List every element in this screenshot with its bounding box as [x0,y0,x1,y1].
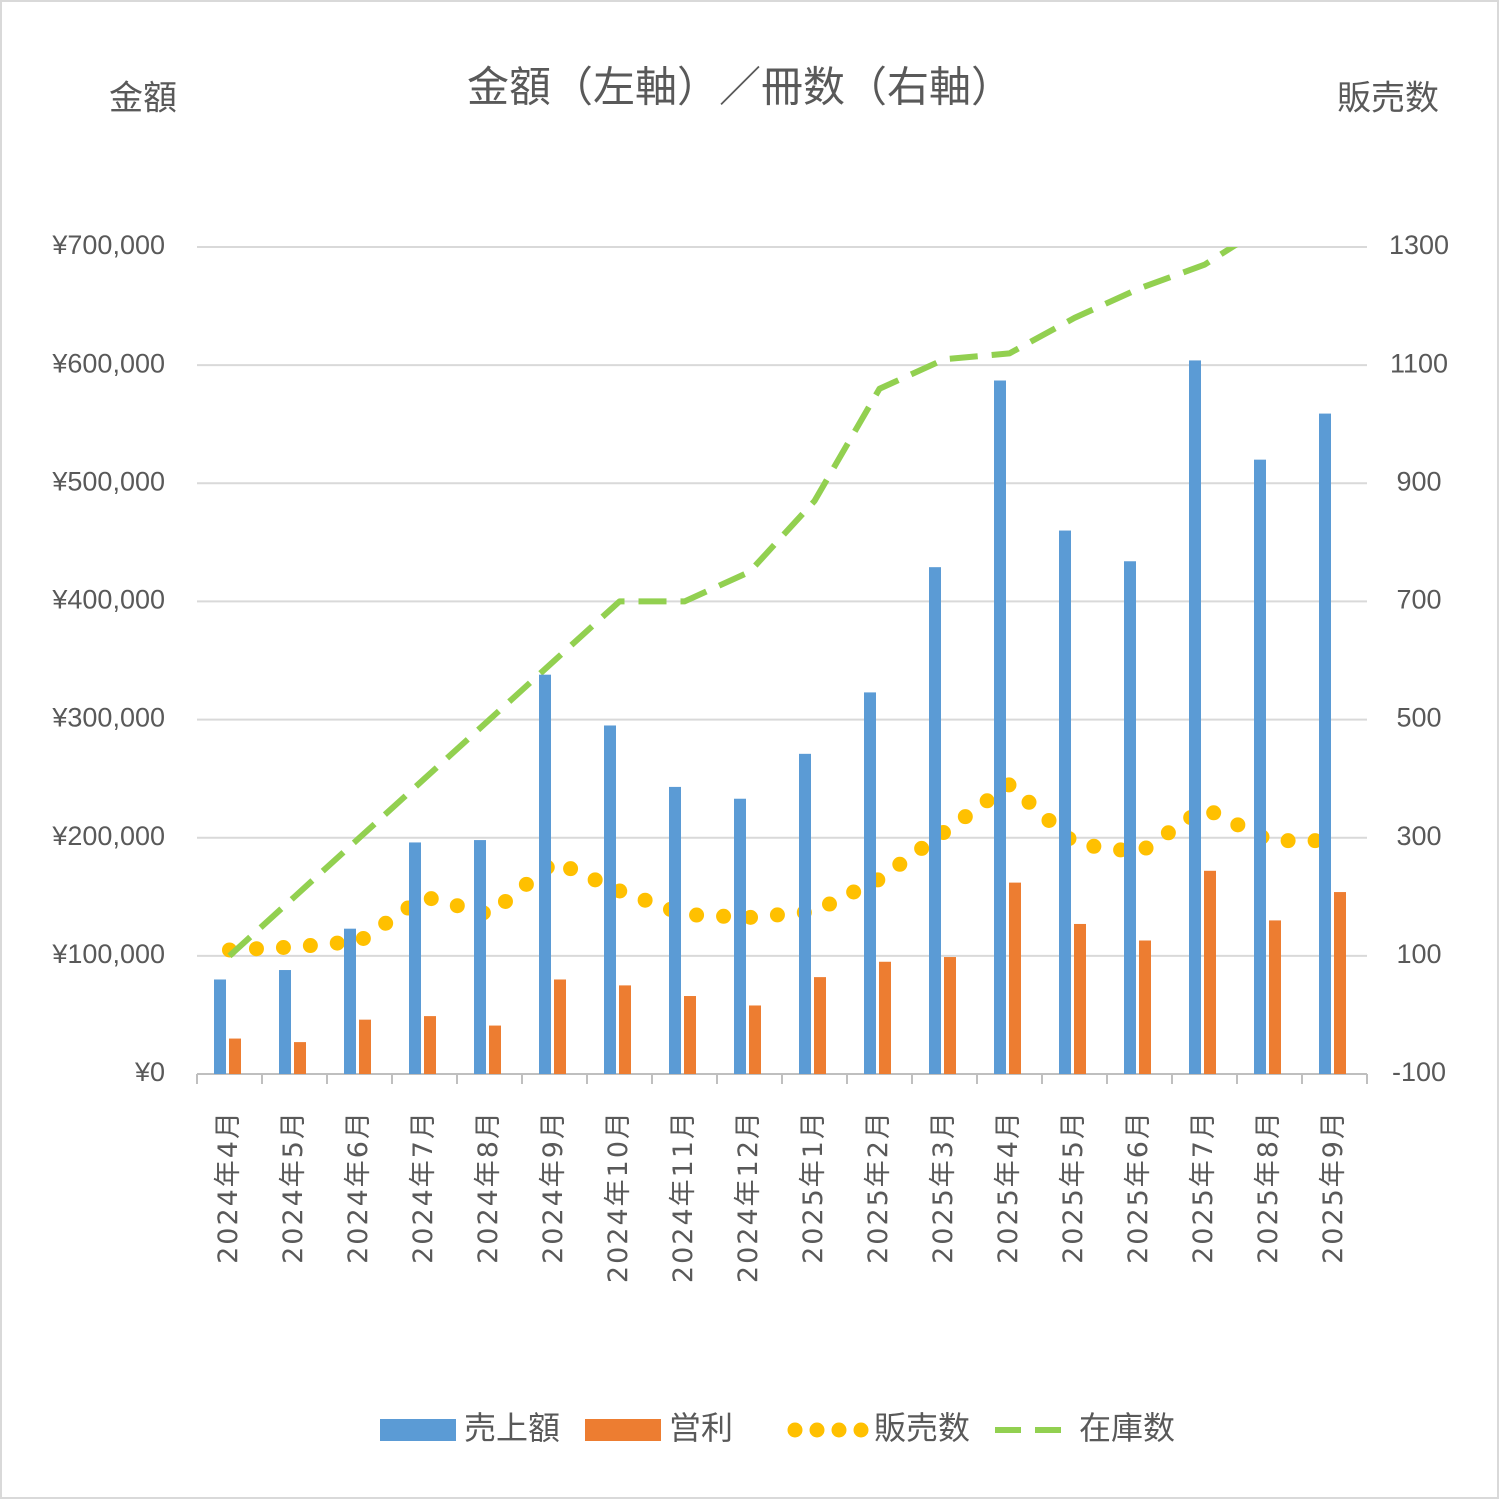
x-tick-label: 2024年6月 [343,1110,374,1264]
x-tick-label: 2025年9月 [1318,1110,1349,1264]
bar [929,567,941,1074]
bar [944,957,956,1074]
y-tick-label: ¥400,000 [51,585,165,615]
bar [1204,870,1216,1074]
y-tick-label: ¥700,000 [51,230,165,260]
y-tick-label: ¥500,000 [51,466,165,496]
bar [1334,892,1346,1074]
legend-swatch [585,1419,661,1441]
bar [734,798,746,1074]
bar [279,970,291,1074]
x-tick-label: 2025年8月 [1253,1110,1284,1264]
x-tick-label: 2024年9月 [538,1110,569,1264]
bar [294,1042,306,1074]
legend-swatch [380,1419,456,1441]
x-tick-label: 2025年1月 [798,1110,829,1264]
legend-label: 在庫数 [1079,1409,1175,1447]
bar [1319,413,1331,1074]
bar [229,1038,241,1074]
y2-tick-label: -100 [1392,1057,1446,1087]
line-series [227,247,1238,959]
bar [344,928,356,1074]
bar [1009,882,1021,1074]
bar [409,842,421,1074]
bar [1254,459,1266,1075]
bar [359,1019,371,1074]
y2-tick-label: 100 [1396,939,1441,969]
bar [669,786,681,1074]
y-axis-title: 金額 [109,79,177,119]
x-tick-label: 2025年2月 [863,1110,894,1264]
bar [749,1005,761,1074]
x-tick-label: 2024年5月 [278,1110,309,1264]
y2-tick-label: 1300 [1389,230,1449,260]
bar [214,979,226,1074]
y2-tick-label: 700 [1396,585,1441,615]
bar [684,996,696,1074]
y-tick-label: ¥100,000 [51,939,165,969]
bar [1124,561,1136,1074]
bar [619,985,631,1074]
y2-tick-label: 900 [1396,466,1441,496]
x-tick-label: 2025年3月 [928,1110,959,1264]
x-tick-label: 2024年7月 [408,1110,439,1264]
legend-label: 営利 [669,1409,733,1447]
y2-tick-label: 1100 [1390,348,1448,378]
bar [1059,530,1071,1074]
x-tick-label: 2025年6月 [1123,1110,1154,1264]
y2-axis-title: 販売数 [1337,79,1439,119]
y2-tick-label: 500 [1396,703,1441,733]
bar [879,961,891,1074]
bar [814,977,826,1074]
bar [994,380,1006,1074]
bar [604,725,616,1074]
y-tick-label: ¥300,000 [51,703,165,733]
x-tick-label: 2024年10月 [603,1110,634,1283]
y-tick-label: ¥200,000 [51,821,165,851]
x-tick-label: 2025年4月 [993,1110,1024,1264]
bar [489,1025,501,1074]
x-tick-label: 2025年7月 [1188,1110,1219,1264]
bar [424,1016,436,1074]
bar [799,753,811,1074]
bar [554,979,566,1074]
bar [474,840,486,1074]
y-tick-label: ¥600,000 [51,348,165,378]
legend-label: 販売数 [874,1409,970,1447]
x-tick-label: 2024年4月 [213,1110,244,1264]
x-tick-label: 2024年12月 [733,1110,764,1283]
chart-title: 金額（左軸）／冊数（右軸） [467,63,1013,112]
bar [539,674,551,1074]
bar [1189,360,1201,1075]
bar [1139,940,1151,1074]
y2-tick-label: 300 [1396,821,1441,851]
x-tick-label: 2024年11月 [668,1110,699,1283]
legend-label: 売上額 [464,1409,560,1447]
bar [864,692,876,1074]
bar [1269,920,1281,1074]
y-tick-label: ¥0 [134,1057,165,1087]
bar [1074,923,1086,1074]
x-tick-label: 2025年5月 [1058,1110,1089,1264]
x-tick-label: 2024年8月 [473,1110,504,1264]
